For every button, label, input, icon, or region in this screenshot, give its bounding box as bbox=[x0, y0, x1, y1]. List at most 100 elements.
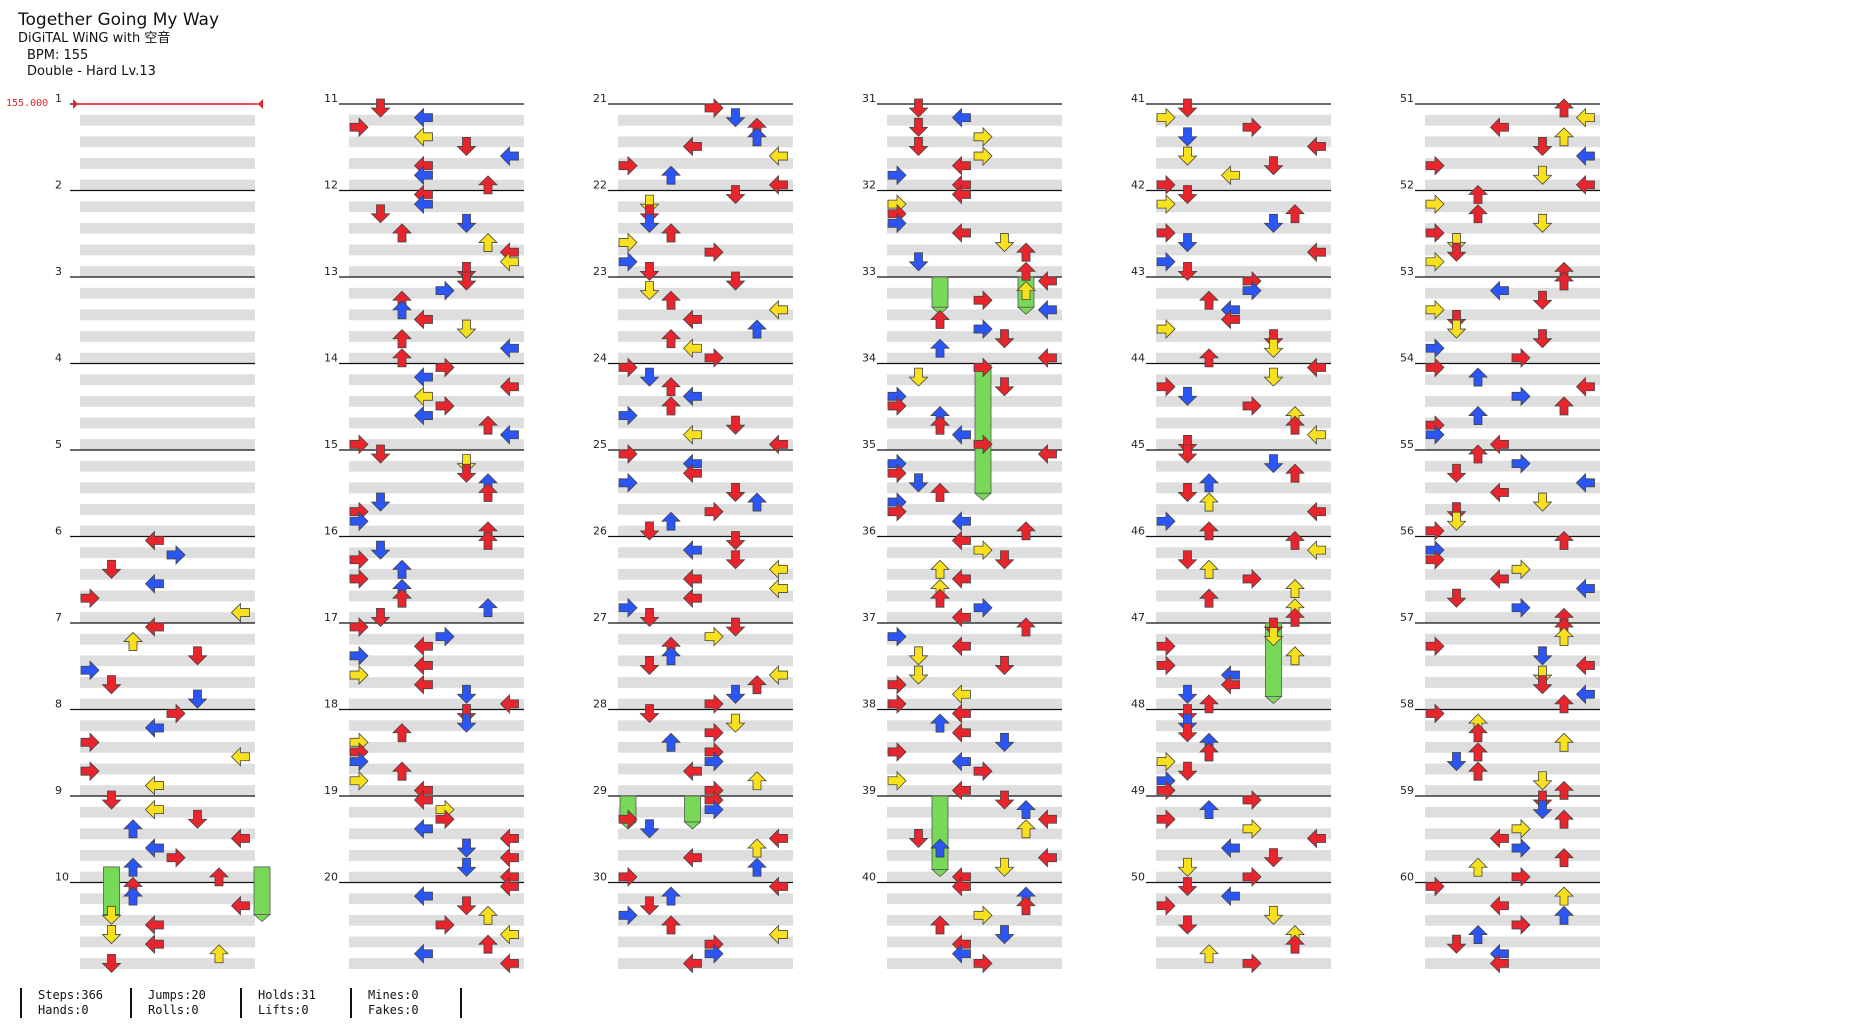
step-arrow bbox=[499, 828, 519, 849]
step-arrow bbox=[1554, 396, 1574, 416]
step-arrow bbox=[1242, 117, 1262, 138]
lane-stripe bbox=[1156, 677, 1331, 688]
lane-stripe bbox=[618, 871, 793, 883]
measure-number: 24 bbox=[593, 352, 607, 365]
lane-stripe bbox=[1156, 179, 1331, 191]
step-arrow bbox=[187, 646, 208, 666]
step-arrow bbox=[499, 693, 519, 714]
lane-stripe bbox=[80, 612, 255, 623]
lane-stripe bbox=[80, 936, 255, 948]
step-arrow bbox=[661, 886, 681, 906]
lane-stripe bbox=[618, 893, 793, 905]
step-arrow bbox=[349, 117, 369, 138]
step-arrow bbox=[951, 222, 971, 243]
step-arrow bbox=[1489, 117, 1509, 138]
step-arrow bbox=[144, 717, 164, 738]
song-artist: DiGiTAL WiNG with 空音 bbox=[18, 31, 171, 47]
lane-stripe bbox=[1156, 417, 1331, 429]
step-arrow bbox=[209, 944, 229, 964]
step-arrow bbox=[1554, 127, 1574, 147]
step-arrow bbox=[725, 415, 746, 435]
step-arrow bbox=[166, 544, 186, 565]
lane-stripe bbox=[80, 525, 255, 537]
step-arrow bbox=[973, 290, 993, 311]
lane-stripe bbox=[80, 806, 255, 818]
step-arrow bbox=[682, 540, 702, 561]
stat-hands: Hands:0 bbox=[38, 1003, 89, 1017]
lane-stripe bbox=[80, 266, 255, 277]
step-arrow bbox=[887, 626, 907, 647]
step-arrow bbox=[478, 415, 498, 435]
step-arrow bbox=[123, 857, 143, 877]
step-arrow bbox=[1016, 800, 1036, 820]
measure-number: 21 bbox=[593, 92, 607, 105]
lane-stripe bbox=[349, 395, 524, 407]
lane-stripe bbox=[618, 114, 793, 126]
lane-stripe bbox=[80, 287, 255, 299]
step-arrow bbox=[1263, 213, 1284, 233]
measure-number: 27 bbox=[593, 611, 607, 624]
lane-stripe bbox=[618, 590, 793, 602]
step-arrow bbox=[349, 434, 369, 455]
step-arrow bbox=[1016, 281, 1036, 301]
measure-number: 32 bbox=[862, 179, 876, 192]
lane-stripe bbox=[887, 266, 1062, 277]
step-arrow bbox=[639, 819, 660, 839]
step-arrow bbox=[1242, 818, 1262, 839]
step-arrow bbox=[499, 376, 519, 397]
step-arrow bbox=[392, 723, 412, 743]
step-arrow bbox=[1425, 876, 1445, 897]
step-arrow bbox=[930, 588, 950, 608]
lane-stripe bbox=[887, 525, 1062, 537]
lane-stripe bbox=[1156, 136, 1331, 148]
measure-number: 34 bbox=[862, 352, 876, 365]
lane-stripe bbox=[1425, 114, 1600, 126]
lane-stripe bbox=[1156, 828, 1331, 840]
lane-stripe bbox=[887, 201, 1062, 213]
lane-stripe bbox=[887, 677, 1062, 688]
lane-stripe bbox=[1425, 331, 1600, 342]
step-arrow bbox=[123, 819, 143, 839]
step-arrow bbox=[1177, 444, 1198, 464]
measure-block: 2 bbox=[55, 179, 255, 277]
step-arrow bbox=[639, 521, 660, 541]
step-arrow bbox=[1285, 204, 1305, 224]
stat-group-holds: Holds:31 Lifts:0 bbox=[240, 988, 350, 1018]
hold-tail bbox=[930, 869, 950, 878]
lane-stripe bbox=[1156, 850, 1331, 861]
step-arrow bbox=[887, 741, 907, 762]
measure-block: 35 bbox=[862, 438, 1062, 537]
measure-block: 39 bbox=[862, 784, 1062, 883]
step-arrow bbox=[1177, 857, 1198, 877]
lane-stripe bbox=[887, 828, 1062, 840]
step-arrow bbox=[951, 568, 971, 589]
stat-group-jumps: Jumps:20 Rolls:0 bbox=[130, 988, 240, 1018]
step-arrow bbox=[1554, 530, 1574, 550]
step-arrow bbox=[413, 636, 433, 657]
lane-stripe bbox=[1156, 806, 1331, 818]
lane-stripe bbox=[1425, 439, 1600, 450]
lane-stripe bbox=[349, 114, 524, 126]
step-arrow bbox=[1263, 617, 1284, 637]
step-arrow bbox=[725, 271, 746, 291]
lane-stripe bbox=[887, 417, 1062, 429]
lane-stripe bbox=[80, 720, 255, 732]
measure-number: 36 bbox=[862, 525, 876, 538]
step-arrow bbox=[1199, 348, 1219, 368]
step-arrow bbox=[1575, 578, 1595, 599]
step-arrow bbox=[144, 573, 164, 594]
measure-number: 55 bbox=[1400, 438, 1414, 451]
step-arrow bbox=[413, 674, 433, 695]
lane-stripe bbox=[1425, 677, 1600, 688]
lane-stripe bbox=[1156, 460, 1331, 472]
lane-stripe bbox=[1156, 266, 1331, 277]
step-arrow bbox=[370, 540, 391, 560]
step-arrow bbox=[209, 867, 229, 887]
step-arrow bbox=[994, 857, 1015, 877]
stat-mines: Mines:0 bbox=[368, 988, 419, 1002]
step-arrow bbox=[768, 559, 788, 580]
step-arrow bbox=[370, 492, 391, 512]
step-arrow bbox=[392, 588, 412, 608]
lane-stripe bbox=[349, 504, 524, 515]
measure-number: 38 bbox=[862, 698, 876, 711]
